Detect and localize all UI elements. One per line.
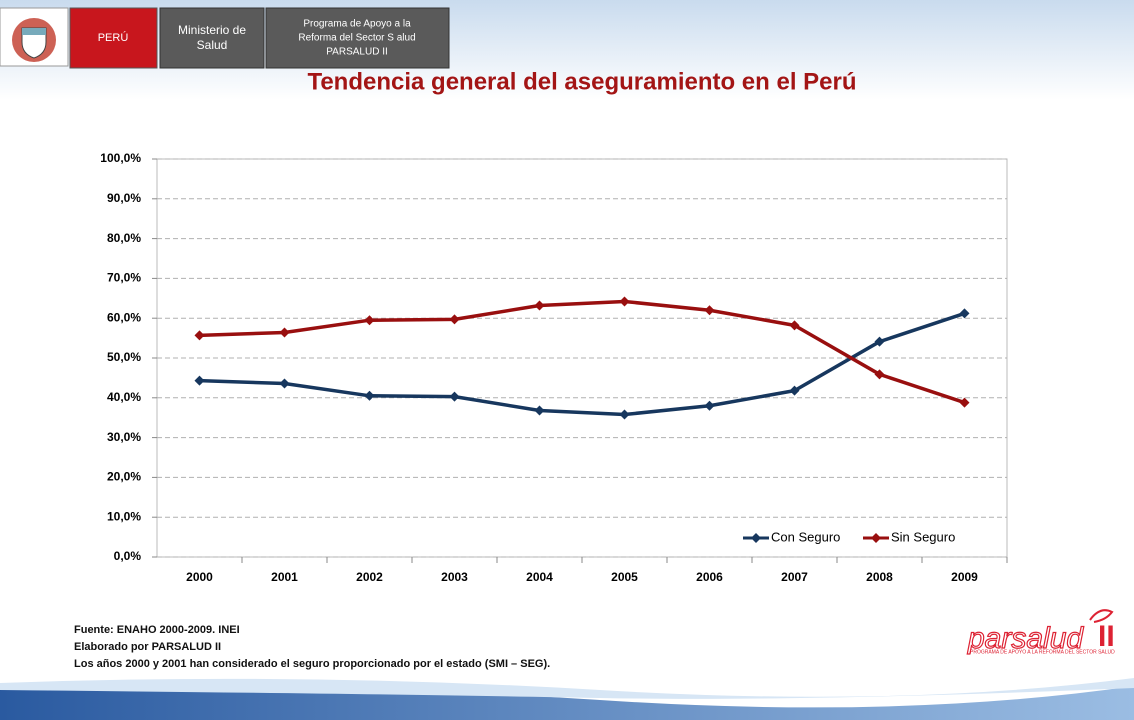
note: Elaborado por PARSALUD II [74,641,221,653]
point-marker [789,320,800,331]
logo-text: parsalud [967,622,1084,655]
ministry-label: Ministerio de [178,23,246,37]
y-tick-label: 70,0% [107,271,141,285]
chart: 0,0% 10,0% 20,0% 30,0% 40,0% 50,0% 60,0% 70,0% 8… [100,151,1008,584]
legend-label: Con Seguro [771,529,840,544]
y-tick-label: 90,0% [107,191,141,205]
program-label: Programa de Apoyo a la [303,19,411,30]
y-tick-label: 40,0% [107,390,141,404]
point-marker [364,390,375,401]
point-marker [959,397,970,408]
footer-wave-light [0,678,1134,699]
logo-numeral: II [1098,620,1115,653]
point-marker [619,296,630,307]
x-tick-label: 2008 [866,570,893,584]
x-tick-label: 2003 [441,570,468,584]
x-tick-label: 2004 [526,570,553,584]
point-marker [279,378,290,389]
point-marker [194,375,205,386]
point-marker [619,409,630,420]
point-marker [279,327,290,338]
ministry-box [159,7,265,69]
point-marker [449,391,460,402]
country-label: PERÚ [98,31,129,44]
point-marker [449,314,460,325]
point-marker [959,308,970,319]
point-marker [534,405,545,416]
x-tick-label: 2007 [781,570,808,584]
x-tick-label: 2005 [611,570,638,584]
footer-wave [0,686,1134,720]
x-tick-label: 2009 [951,570,978,584]
note: Los años 2000 y 2001 han considerado el … [74,658,550,670]
legend-label: Sin Seguro [891,529,955,544]
emblem-field [22,28,46,35]
y-tick-label: 0,0% [114,549,142,563]
series-line [199,299,966,405]
point-marker [874,369,885,380]
y-tick-label: 100,0% [100,151,141,165]
point-marker [534,300,545,311]
emblem-shield [21,27,47,59]
x-tick-label: 2002 [356,570,383,584]
country-box [69,7,158,69]
chart-title: Tendencia general del aseguramiento en e… [307,68,856,95]
logo-swirl [1089,609,1114,623]
y-tick-label: 20,0% [107,470,141,484]
note: Fuente: ENAHO 2000-2009. INEI [74,624,240,636]
point-marker [874,336,885,347]
ministry-label: Salud [197,38,228,52]
y-tick-label: 10,0% [107,509,141,523]
y-tick-label: 60,0% [107,310,141,324]
program-box [265,7,450,69]
y-tick-label: 50,0% [107,350,141,364]
logo-tagline: PROGRAMA DE APOYO A LA REFORMA DEL SECTO… [970,649,1115,655]
y-tick-label: 30,0% [107,430,141,444]
legend-marker [871,533,881,543]
legend-marker [751,533,761,543]
series-line [199,311,966,417]
y-tick-label: 80,0% [107,231,141,245]
point-marker [704,400,715,411]
point-marker [194,330,205,341]
point-marker [364,315,375,326]
program-label: Reforma del Sector S alud [298,33,415,44]
x-tick-label: 2001 [271,570,298,584]
x-tick-label: 2000 [186,570,213,584]
point-marker [704,305,715,316]
program-label: PARSALUD II [326,47,388,58]
x-tick-label: 2006 [696,570,723,584]
point-marker [789,385,800,396]
